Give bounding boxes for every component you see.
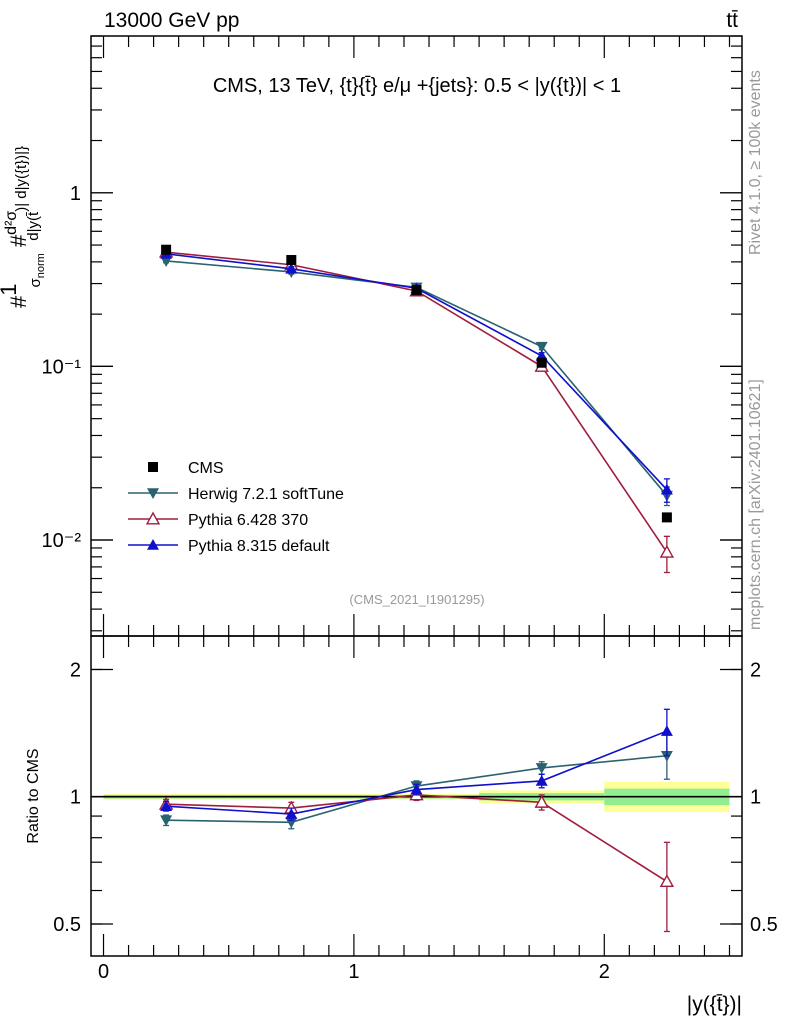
header-left: 13000 GeV pp	[104, 9, 239, 32]
series-line-pythia-6-428-370	[166, 251, 668, 553]
point-pythia-8-315-default	[660, 483, 673, 495]
legend-label: Pythia 6.428 370	[188, 512, 308, 529]
y-tick-label: 0.5	[53, 914, 81, 936]
ratio-series	[158, 708, 675, 933]
point-cms	[661, 512, 672, 523]
ratio-y-axis-label: Ratio to CMS	[25, 748, 42, 843]
ratio-axes: 2 2 1 1 0.5 0.5 0 1 2	[53, 635, 778, 983]
y-tick-label-right: 2	[750, 659, 761, 681]
point-herwig-7-2-1-softtune	[160, 815, 173, 827]
analysis-watermark: (CMS_2021_I1901295)	[349, 592, 484, 607]
point-pythia-8-315-default	[285, 808, 298, 819]
point-cms	[536, 357, 547, 368]
legend-label: Herwig 7.2.1 softTune	[188, 486, 344, 503]
y-tick-label-right: 1	[750, 787, 761, 809]
point-pythia-8-315-default	[660, 725, 673, 736]
legend: CMS Herwig 7.2.1 softTune Pythia 6.428 370…	[128, 460, 344, 555]
point-herwig-7-2-1-softtune	[535, 341, 548, 353]
point-pythia-8-315-default	[160, 800, 173, 811]
legend-label: CMS	[188, 460, 224, 477]
mcplots-label: mcplots.cern.ch [arXiv:2401.10621]	[747, 379, 764, 630]
legend-marker	[148, 462, 158, 472]
point-pythia-8-315-default	[410, 783, 423, 795]
legend-marker	[147, 539, 159, 550]
point-herwig-7-2-1-softtune	[160, 256, 173, 267]
y-tick-label: 10⁻¹	[42, 356, 82, 378]
point-pythia-6-428-370	[534, 794, 549, 808]
y-tick-label: 1	[70, 787, 81, 809]
point-cms	[286, 255, 297, 266]
point-pythia-8-315-default	[535, 774, 548, 786]
y-tick-label-right: 0.5	[750, 914, 778, 936]
main-series	[158, 244, 675, 574]
point-cms	[411, 285, 422, 296]
y-tick-label: 2	[70, 659, 81, 681]
legend-marker	[147, 488, 159, 499]
x-tick-label: 2	[599, 961, 610, 983]
main-axes: 1 10⁻¹ 10⁻²	[42, 35, 743, 637]
legend-label: Pythia 8.315 default	[188, 538, 330, 555]
header-right: tt̄	[726, 9, 738, 32]
point-herwig-7-2-1-softtune	[535, 763, 548, 774]
series-line-pythia-6-428-370	[166, 794, 668, 883]
y-tick-label: 1	[70, 183, 81, 205]
point-pythia-6-428-370	[659, 874, 675, 888]
point-pythia-6-428-370	[659, 544, 675, 558]
x-axis-label: |y({t̄})|	[687, 993, 742, 1016]
rivet-label: Rivet 4.1.0, ≥ 100k events	[747, 70, 764, 255]
point-pythia-8-315-default	[285, 262, 298, 274]
y-tick-label: 10⁻²	[42, 530, 82, 552]
axes-frame	[90, 635, 743, 957]
x-tick-label: 0	[98, 961, 109, 983]
x-tick-label: 1	[348, 961, 359, 983]
point-cms	[161, 244, 172, 255]
main-title: CMS, 13 TeV, {t}{t̄} e/μ +{jets}: 0.5 < …	[213, 75, 621, 97]
legend-marker	[145, 511, 161, 525]
